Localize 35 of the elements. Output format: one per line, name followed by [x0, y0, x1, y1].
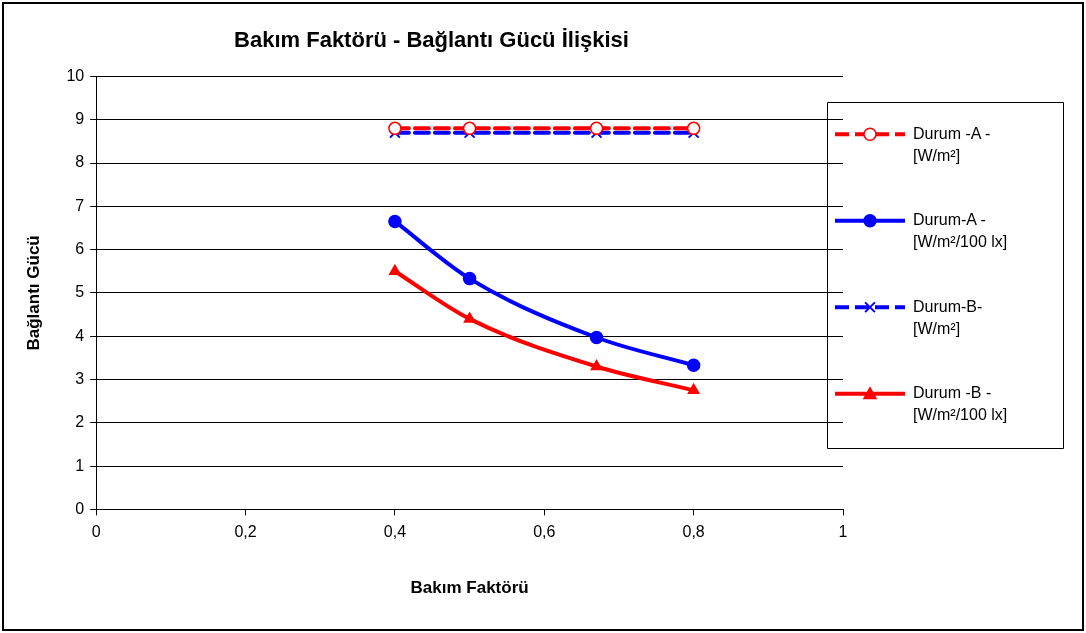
x-tick-label: 1	[838, 523, 848, 541]
point	[388, 264, 401, 275]
x-tick-label: 0,6	[533, 523, 556, 541]
y-axis-title: Bağlantı Gücü	[23, 235, 43, 351]
y-tick-label: 3	[75, 369, 85, 387]
point	[589, 330, 604, 345]
chart-title: Bakım Faktörü - Bağlantı Gücü İlişkisi	[234, 27, 629, 53]
legend-label: Durum -A - [W/m²]	[913, 124, 991, 164]
point	[462, 121, 477, 136]
y-tick-label: 2	[75, 413, 85, 431]
y-tick-label: 1	[75, 456, 85, 474]
point	[686, 358, 701, 372]
legend-label: Durum-B- [W/m²]	[913, 297, 983, 337]
y-tick-label: 5	[75, 283, 85, 301]
point	[462, 271, 477, 286]
x-tick-label: 0,2	[234, 523, 257, 541]
y-tick-label: 4	[75, 326, 85, 344]
x-tick-label: 0	[91, 523, 101, 541]
x-tick-label: 0,8	[682, 523, 705, 541]
point	[388, 214, 402, 229]
point	[686, 121, 701, 136]
legend-label: Durum-A - [W/m²/100 lx]	[913, 211, 1008, 251]
legend-label: Durum -B - [W/m²/100 lx]	[913, 384, 1008, 424]
y-tick-label: 0	[75, 499, 85, 517]
x-axis-title: Bakım Faktörü	[410, 578, 529, 598]
y-tick-label: 10	[66, 66, 85, 84]
y-tick-label: 9	[75, 110, 85, 128]
point	[687, 383, 700, 395]
y-tick-label: 6	[75, 240, 85, 258]
x-tick-label: 0,4	[383, 523, 407, 541]
y-tick-label: 7	[75, 196, 85, 214]
point	[589, 121, 604, 136]
point	[388, 121, 402, 136]
point	[590, 359, 603, 371]
y-tick-label: 8	[75, 153, 85, 171]
